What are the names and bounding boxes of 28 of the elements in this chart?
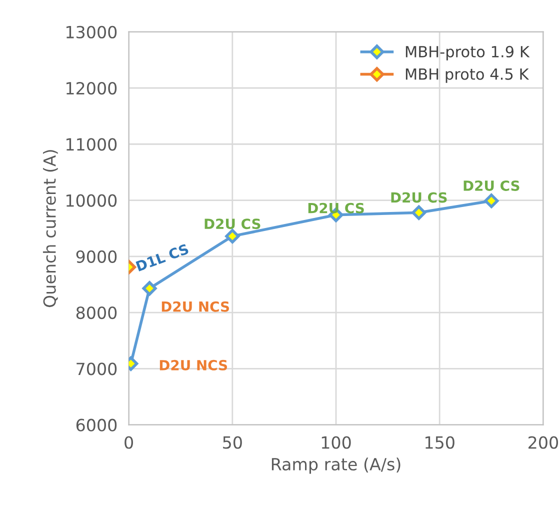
y-tick-label: 13000 <box>66 26 117 38</box>
annotation: D2U NCS <box>160 360 228 370</box>
y-tick-label: 11000 <box>66 138 117 151</box>
x-tick-label: 200 <box>528 436 558 449</box>
annotation: D2U NCS <box>162 301 229 312</box>
y-tick-label: 8000 <box>76 306 117 320</box>
point <box>142 281 157 296</box>
x-tick-label: 100 <box>322 436 351 449</box>
y-tick-label: 7000 <box>76 362 117 376</box>
annotation: D2U CS <box>464 180 520 191</box>
y-axis-title: Quench current (A) <box>42 150 58 308</box>
annotation: D1L CS <box>136 244 190 272</box>
point <box>412 205 426 220</box>
point <box>225 228 240 244</box>
x-tick-label: 0 <box>124 436 133 449</box>
annotation: D2U CS <box>204 218 260 230</box>
x-tick-label: 150 <box>426 436 454 449</box>
y-tick-label: 6000 <box>76 418 117 432</box>
legend-label: MBH-proto 1.9 K <box>406 46 530 60</box>
x-tick-label: 50 <box>223 436 242 449</box>
point <box>484 194 499 208</box>
annotation: D2U CS <box>391 192 447 203</box>
annotation: D2U CS <box>308 202 364 214</box>
y-tick-label: 9000 <box>76 250 117 263</box>
y-tick-label: 10000 <box>66 194 117 207</box>
x-axis-title: Ramp rate (A/s) <box>272 458 400 474</box>
y-tick-label: 12000 <box>66 82 117 95</box>
legend-label: MBH proto 4.5 K <box>406 68 530 83</box>
